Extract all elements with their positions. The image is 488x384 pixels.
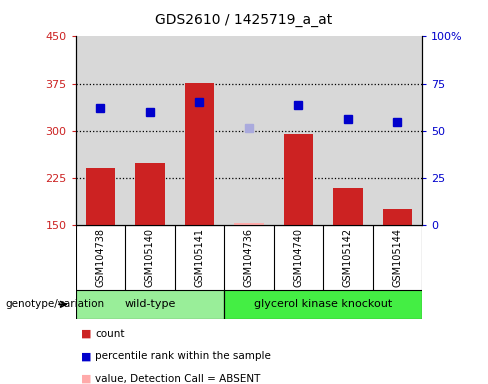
Text: GSM104738: GSM104738 bbox=[95, 228, 105, 287]
Text: ■: ■ bbox=[81, 374, 91, 384]
Bar bbox=[184, 83, 214, 225]
Text: genotype/variation: genotype/variation bbox=[5, 299, 104, 310]
Text: percentile rank within the sample: percentile rank within the sample bbox=[95, 351, 271, 361]
Text: count: count bbox=[95, 329, 124, 339]
Text: GSM104736: GSM104736 bbox=[244, 228, 254, 287]
Text: GSM105140: GSM105140 bbox=[145, 228, 155, 287]
Text: GSM104740: GSM104740 bbox=[293, 228, 304, 287]
Text: GSM105142: GSM105142 bbox=[343, 228, 353, 287]
Text: GSM105141: GSM105141 bbox=[194, 228, 204, 287]
Bar bbox=[383, 209, 412, 225]
Text: wild-type: wild-type bbox=[124, 299, 176, 310]
Text: GDS2610 / 1425719_a_at: GDS2610 / 1425719_a_at bbox=[155, 13, 333, 27]
Bar bbox=[284, 134, 313, 225]
Text: ■: ■ bbox=[81, 351, 91, 361]
Bar bbox=[333, 188, 363, 225]
Text: glycerol kinase knockout: glycerol kinase knockout bbox=[254, 299, 392, 310]
Bar bbox=[135, 163, 165, 225]
Bar bbox=[234, 223, 264, 225]
Bar bbox=[85, 168, 115, 225]
Text: GSM105144: GSM105144 bbox=[392, 228, 403, 287]
Text: ■: ■ bbox=[81, 329, 91, 339]
Bar bbox=[224, 290, 422, 319]
Text: value, Detection Call = ABSENT: value, Detection Call = ABSENT bbox=[95, 374, 261, 384]
Bar bbox=[76, 290, 224, 319]
